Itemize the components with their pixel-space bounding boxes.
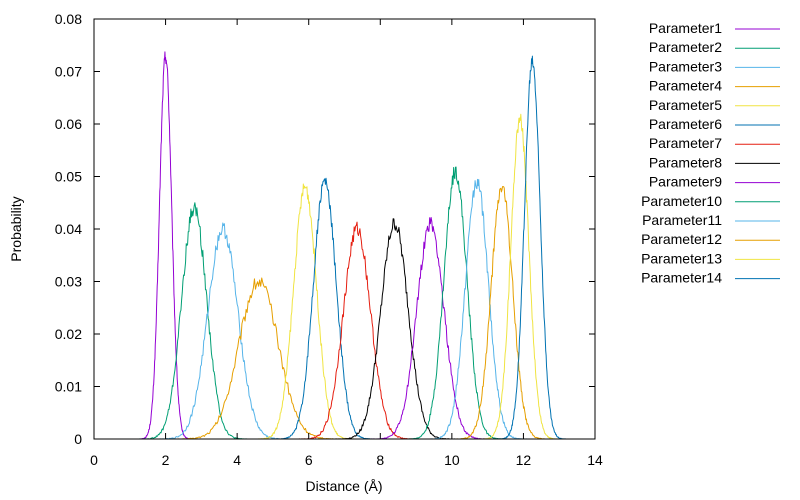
x-axis: 0 2 4 6 8 10 12 14 [90,19,603,468]
y-tick-label: 0.03 [55,274,82,290]
y-tick-label: 0.01 [55,379,82,395]
x-tick-label: 6 [305,452,313,468]
y-tick-label: 0.06 [55,116,82,132]
series-line-4 [170,277,348,440]
legend: Parameter1 Parameter2 Parameter3 Parameter4… [641,20,780,286]
x-tick-label: 2 [162,452,170,468]
series-line-6 [273,177,377,440]
series-line-3 [155,222,291,440]
legend-label: Parameter8 [649,154,722,170]
legend-label: Parameter3 [649,58,722,74]
y-axis-label: Probability [8,196,24,261]
x-tick-label: 0 [90,452,98,468]
legend-label: Parameter9 [649,174,722,190]
legend-label: Parameter2 [649,39,722,55]
x-tick-label: 10 [444,452,460,468]
y-axis: 0 0.01 0.02 0.03 0.04 0.05 0.06 0.07 0.08 [55,11,595,447]
y-tick-label: 0.08 [55,11,82,27]
y-tick-label: 0.05 [55,169,82,185]
y-tick-label: 0 [74,431,82,447]
legend-label: Parameter7 [649,135,722,151]
y-tick-label: 0.04 [55,221,82,237]
legend-label: Parameter11 [642,212,722,228]
legend-label: Parameter1 [649,20,722,36]
legend-label: Parameter13 [641,250,722,266]
legend-label: Parameter6 [649,116,722,132]
series-line-5 [253,183,357,440]
y-tick-label: 0.02 [55,326,82,342]
x-tick-label: 14 [587,452,603,468]
x-axis-label: Distance (Å) [305,478,382,494]
x-tick-label: 4 [233,452,241,468]
legend-label: Parameter4 [649,78,722,94]
series-line-12 [453,186,551,440]
legend-label: Parameter5 [649,97,722,113]
series-line-2 [137,202,251,440]
series-line-13 [479,113,561,440]
series-line-8 [333,218,456,440]
y-tick-label: 0.07 [55,64,82,80]
series-line-7 [295,221,419,440]
legend-label: Parameter12 [641,231,722,247]
legend-label: Parameter14 [641,270,722,286]
series-line-9 [369,216,492,440]
series-line-14 [496,55,568,440]
series-layer [137,51,568,440]
x-tick-label: 8 [376,452,384,468]
series-line-10 [403,166,508,440]
legend-label: Parameter10 [641,193,722,209]
series-line-11 [425,178,529,440]
x-tick-label: 12 [516,452,532,468]
series-line-1 [138,51,194,440]
